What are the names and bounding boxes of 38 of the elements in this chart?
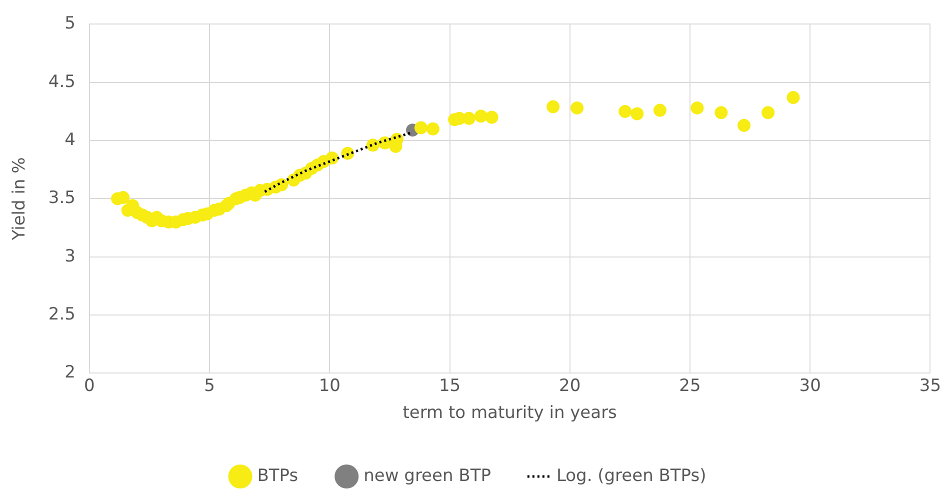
x-tick-label: 0 — [84, 376, 95, 396]
point — [426, 122, 440, 136]
point — [275, 178, 288, 192]
x-tick-label: 30 — [799, 376, 821, 396]
y-tick-label: 5 — [64, 14, 76, 34]
point — [390, 132, 404, 146]
y-tick-label: 3 — [64, 246, 76, 266]
point — [690, 101, 704, 114]
y-tick-label: 3.5 — [48, 188, 76, 208]
point — [653, 104, 666, 117]
point — [630, 107, 644, 120]
legend-label: BTPs — [257, 466, 298, 486]
point — [786, 90, 800, 104]
x-tick-label: 20 — [559, 376, 581, 396]
point — [474, 110, 488, 123]
point — [485, 110, 498, 124]
y-axis-title: Yield in % — [10, 157, 30, 242]
point — [546, 100, 560, 114]
point — [738, 118, 751, 132]
y-tick-label: 4 — [64, 130, 76, 150]
x-axis-title: term to maturity in years — [402, 403, 618, 424]
y-tick-label: 4.5 — [48, 72, 76, 92]
x-tick-label: 5 — [204, 376, 215, 396]
point — [618, 104, 632, 118]
point — [570, 101, 584, 114]
x-tick-label: 35 — [919, 376, 942, 396]
point — [462, 112, 476, 125]
x-tick-label: 15 — [438, 376, 461, 396]
y-tick-label: 2 — [64, 362, 76, 383]
x-tick-label: 25 — [679, 376, 701, 396]
x-tick-label: 10 — [318, 376, 340, 396]
point — [414, 121, 428, 134]
legend-label: Log. (green BTPs) — [556, 466, 706, 486]
point — [366, 138, 380, 152]
point — [714, 106, 728, 120]
point — [762, 106, 775, 120]
legend-label: new green BTP — [364, 466, 491, 486]
y-tick-label: 2.5 — [48, 304, 76, 324]
